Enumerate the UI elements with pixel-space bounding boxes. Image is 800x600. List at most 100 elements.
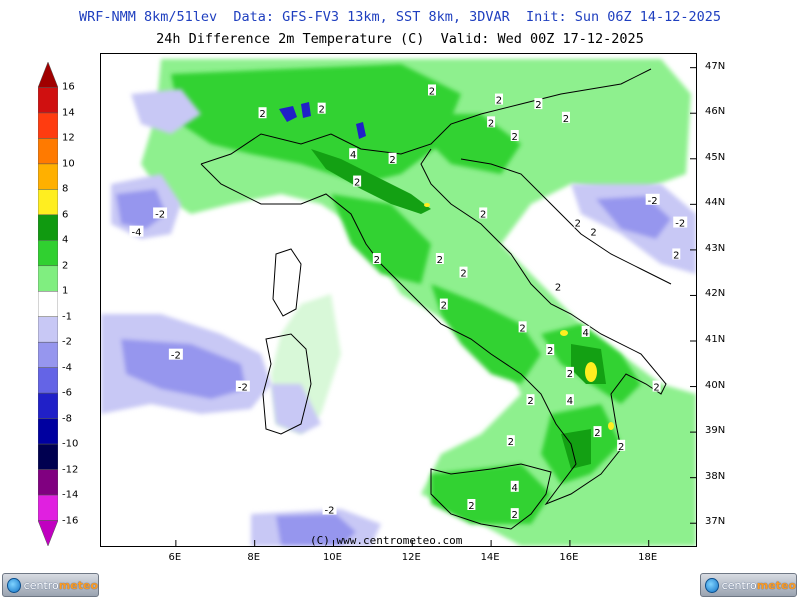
contour-label-bg bbox=[554, 280, 563, 292]
contour-label-bg bbox=[561, 111, 570, 123]
contour-label: 2 bbox=[618, 442, 624, 453]
contour-label: 4 bbox=[582, 328, 588, 339]
contour-label: 2 bbox=[488, 118, 494, 129]
alpine-lakes bbox=[279, 102, 366, 139]
contour-label: 2 bbox=[354, 178, 360, 189]
colorbar-segment bbox=[37, 418, 59, 445]
colorbar-label: -10 bbox=[62, 438, 79, 450]
contour-label-bg bbox=[168, 348, 183, 360]
colorbar-segment bbox=[37, 367, 59, 394]
anomaly-dark-green-areas bbox=[311, 149, 606, 469]
contour-label: 4 bbox=[350, 150, 356, 161]
colorbar-label: 1 bbox=[62, 285, 69, 297]
contour-label: 2 bbox=[496, 96, 502, 107]
contour-label: 2 bbox=[318, 105, 324, 116]
colorbar-segment bbox=[37, 520, 59, 547]
colorbar-label: -12 bbox=[62, 464, 79, 476]
colorbar-segment bbox=[37, 341, 59, 368]
contour-label-bg bbox=[510, 508, 519, 520]
centrometeo-logo-left[interactable]: centrometeo bbox=[2, 573, 99, 597]
colorbar-segment bbox=[37, 265, 59, 292]
contour-label-bg bbox=[427, 84, 436, 96]
colorbar-svg bbox=[37, 61, 59, 547]
colorbar-segment bbox=[37, 138, 59, 165]
latitude-label: 47N bbox=[705, 60, 726, 72]
field-valid-title: 24h Difference 2m Temperature (C) Valid:… bbox=[156, 31, 644, 47]
contour-label: 2 bbox=[437, 255, 443, 266]
contour-label: 2 bbox=[441, 301, 447, 312]
contour-label: 2 bbox=[519, 323, 525, 334]
latitude-label: 40N bbox=[705, 379, 726, 391]
latitude-label: 46N bbox=[705, 106, 726, 118]
contour-label: -2 bbox=[171, 351, 181, 362]
anomaly-negative-areas bbox=[101, 89, 696, 546]
contour-label: -2 bbox=[238, 383, 248, 394]
logo-wordmark: centrometeo bbox=[721, 578, 796, 592]
longitude-label: 8E bbox=[247, 552, 261, 563]
contour-label: 2 bbox=[653, 383, 659, 394]
centrometeo-logo-right[interactable]: centrometeo bbox=[700, 573, 797, 597]
contour-label-bg bbox=[673, 216, 688, 228]
contour-label: 2 bbox=[547, 346, 553, 357]
contour-label-bg bbox=[317, 102, 326, 114]
colorbar-segment bbox=[37, 214, 59, 241]
colorbar-label: 14 bbox=[62, 107, 75, 119]
longitude-label: 6E bbox=[168, 552, 182, 563]
latitude-label: 38N bbox=[705, 470, 726, 482]
colorbar-segment bbox=[37, 240, 59, 267]
contour-label: 2 bbox=[429, 86, 435, 97]
contour-label: -2 bbox=[325, 506, 335, 517]
contour-label: 2 bbox=[512, 510, 518, 521]
latitude-label: 37N bbox=[705, 516, 726, 528]
longitude-label: 16E bbox=[559, 552, 579, 563]
contour-label-bg bbox=[573, 216, 582, 228]
contour-label: 2 bbox=[575, 219, 581, 230]
colorbar-label: -16 bbox=[62, 515, 79, 527]
colorbar-label: -8 bbox=[62, 413, 72, 425]
contour-label: 2 bbox=[389, 155, 395, 166]
contour-label-bg bbox=[439, 298, 448, 310]
contour-label-bg bbox=[353, 175, 362, 187]
contour-label: 2 bbox=[673, 250, 679, 261]
colorbar-label: -6 bbox=[62, 387, 72, 399]
colorbar-label: 2 bbox=[62, 260, 69, 272]
contour-label-bg bbox=[565, 394, 574, 406]
contour-label-bg bbox=[487, 116, 496, 128]
colorbar-segment bbox=[37, 163, 59, 190]
contour-label-bg bbox=[510, 480, 519, 492]
contour-label-bg bbox=[593, 426, 602, 438]
contour-label-bg bbox=[388, 152, 397, 164]
contour-label: 2 bbox=[259, 109, 265, 120]
contour-label: 2 bbox=[594, 428, 600, 439]
contour-label: 2 bbox=[527, 396, 533, 407]
contour-label-bg bbox=[349, 148, 358, 160]
copyright-text: (C) www.centrometeo.com bbox=[310, 534, 463, 547]
contour-label-bg bbox=[589, 225, 598, 237]
colorbar-label: 16 bbox=[62, 81, 75, 93]
longitude-label: 18E bbox=[638, 552, 658, 563]
contour-label: -4 bbox=[131, 228, 141, 239]
contour-label: -2 bbox=[675, 219, 685, 230]
contour-label-bg bbox=[494, 93, 503, 105]
contour-label-bg bbox=[565, 366, 574, 378]
colorbar-segment bbox=[37, 291, 59, 317]
contour-label-bg bbox=[581, 325, 590, 337]
colorbar-label: 10 bbox=[62, 158, 75, 170]
colorbar-segment bbox=[37, 494, 59, 521]
colorbar-label: -2 bbox=[62, 336, 72, 348]
colorbar-label: 6 bbox=[62, 209, 69, 221]
colorbar-label: -1 bbox=[62, 311, 72, 323]
contour-label-bg bbox=[129, 225, 144, 237]
contour-label-bg bbox=[235, 380, 250, 392]
contour-label: 2 bbox=[535, 100, 541, 111]
contour-label-bg bbox=[153, 207, 168, 219]
contour-label: 2 bbox=[460, 269, 466, 280]
colorbar-segment bbox=[37, 392, 59, 419]
contour-label: -2 bbox=[155, 209, 165, 220]
latitude-label: 43N bbox=[705, 242, 726, 254]
globe-icon bbox=[7, 577, 21, 593]
contour-label-bg bbox=[510, 130, 519, 141]
contour-label-bg bbox=[479, 207, 488, 219]
contour-label-bg bbox=[467, 499, 476, 510]
